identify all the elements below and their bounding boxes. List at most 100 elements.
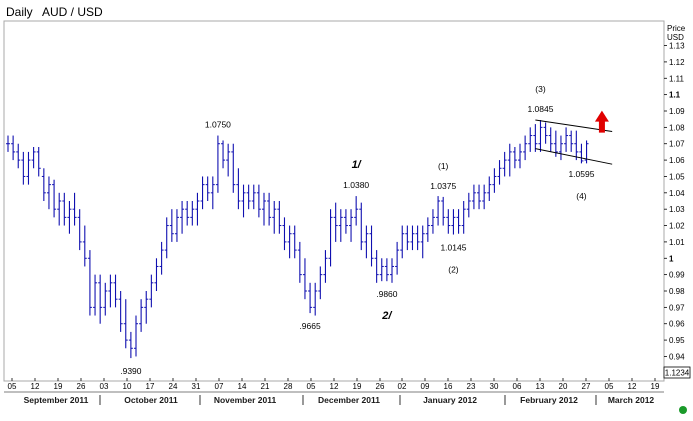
ohlc-bar xyxy=(415,225,420,251)
ohlc-bar xyxy=(318,266,323,300)
ohlc-bar xyxy=(369,225,374,267)
ohlc-bar xyxy=(159,241,164,275)
ohlc-bar xyxy=(277,201,282,234)
ohlc-bar xyxy=(113,274,118,308)
ohlc-bar xyxy=(405,225,410,251)
ohlc-bar xyxy=(579,143,584,164)
ohlc-bar xyxy=(6,135,10,152)
x-tick-label: 13 xyxy=(536,382,545,391)
y-tick-label: 1.01 xyxy=(669,238,685,247)
ohlc-bar xyxy=(558,135,563,161)
y-tick-label: 1.02 xyxy=(669,222,685,231)
ohlc-bar xyxy=(390,258,394,283)
ohlc-bar xyxy=(410,225,415,251)
ohlc-bar xyxy=(436,196,441,226)
ohlc-bar xyxy=(574,130,579,161)
ohlc-bar xyxy=(262,192,266,226)
annotation-label: (2) xyxy=(448,265,459,275)
ohlc-bar xyxy=(52,179,57,218)
ohlc-bar xyxy=(323,250,328,283)
ohlc-bar xyxy=(384,258,389,282)
x-tick-label: 27 xyxy=(582,382,591,391)
x-tick-label: 19 xyxy=(651,382,660,391)
ohlc-bar xyxy=(134,315,138,357)
ohlc-bar xyxy=(395,241,400,275)
ohlc-bar xyxy=(359,202,364,251)
ohlc-bar xyxy=(446,209,451,234)
ohlc-bar xyxy=(226,143,231,177)
y-tick-label: 1.08 xyxy=(669,123,685,132)
ohlc-bar xyxy=(471,184,476,210)
x-tick-label: 06 xyxy=(513,382,522,391)
x-tick-label: 17 xyxy=(146,382,155,391)
annotation-label: (1) xyxy=(438,161,449,171)
ohlc-bar xyxy=(441,196,446,226)
ohlc-bar xyxy=(512,147,517,169)
annotation-label: 1.0375 xyxy=(430,181,456,191)
ohlc-bar xyxy=(31,147,36,169)
annotation-label: 1.0845 xyxy=(527,104,553,114)
ohlc-bar xyxy=(154,258,159,291)
x-tick-label: 23 xyxy=(467,382,476,391)
x-month-label: October 2011 xyxy=(124,395,178,405)
ohlc-bar xyxy=(267,192,272,226)
status-indicator xyxy=(679,406,687,414)
ohlc-bar xyxy=(308,282,313,314)
annotation-label: 1.0145 xyxy=(440,243,466,253)
x-tick-label: 19 xyxy=(54,382,63,391)
ohlc-bar xyxy=(87,250,92,316)
ohlc-bar xyxy=(282,217,287,251)
y-axis-label-price: Price xyxy=(667,24,686,33)
y-tick-label: 0.95 xyxy=(669,336,685,345)
y-tick-label: 0.99 xyxy=(669,271,685,280)
ohlc-bar xyxy=(328,209,333,267)
ohlc-bar xyxy=(313,282,318,316)
annotation-label: 1/ xyxy=(352,159,363,171)
ohlc-bar xyxy=(77,209,82,251)
annotation-label: 2/ xyxy=(381,310,393,322)
x-tick-label: 21 xyxy=(261,382,270,391)
breakout-arrow xyxy=(594,110,609,133)
x-month-label: February 2012 xyxy=(520,395,578,405)
ohlc-bar xyxy=(482,184,487,210)
ohlc-bar xyxy=(57,192,62,226)
ohlc-bar xyxy=(108,274,113,308)
channel-line-lower xyxy=(535,148,613,165)
ohlc-bar xyxy=(492,168,497,193)
ohlc-bar xyxy=(349,209,354,242)
ohlc-bar xyxy=(272,201,277,234)
ohlc-bar xyxy=(123,299,128,349)
ohlc-bar xyxy=(205,176,210,201)
y-axis-label-currency: USD xyxy=(667,33,684,42)
ohlc-bar xyxy=(477,184,482,210)
ohlc-bar xyxy=(451,209,456,235)
ohlc-bar xyxy=(118,291,123,332)
x-tick-label: 24 xyxy=(169,382,178,391)
x-month-label: January 2012 xyxy=(423,395,477,405)
y-tick-label: 1.09 xyxy=(669,107,685,116)
ohlc-bar xyxy=(507,143,512,177)
ohlc-bar xyxy=(302,258,307,300)
x-tick-label: 28 xyxy=(284,382,293,391)
ohlc-bar xyxy=(466,192,471,218)
x-tick-label: 05 xyxy=(307,382,316,391)
ohlc-bars xyxy=(6,120,589,359)
arrow-up-icon xyxy=(594,110,609,133)
ohlc-bar xyxy=(180,201,185,234)
ohlc-bar xyxy=(564,127,569,152)
current-price-label: 1.1234 xyxy=(665,369,690,378)
ohlc-bar xyxy=(538,120,543,152)
ohlc-bar xyxy=(190,201,195,226)
ohlc-bar xyxy=(569,130,574,152)
ohlc-bar xyxy=(502,151,507,177)
ohlc-bar xyxy=(195,192,200,226)
ohlc-bar xyxy=(200,176,205,210)
ohlc-bar xyxy=(543,122,548,144)
ohlc-bar xyxy=(425,217,430,242)
ohlc-bar xyxy=(338,209,343,242)
y-tick-label: 1.11 xyxy=(669,74,685,83)
x-month-label: December 2011 xyxy=(318,395,380,405)
y-tick-label: 0.97 xyxy=(669,303,685,312)
ohlc-bar xyxy=(144,291,149,324)
